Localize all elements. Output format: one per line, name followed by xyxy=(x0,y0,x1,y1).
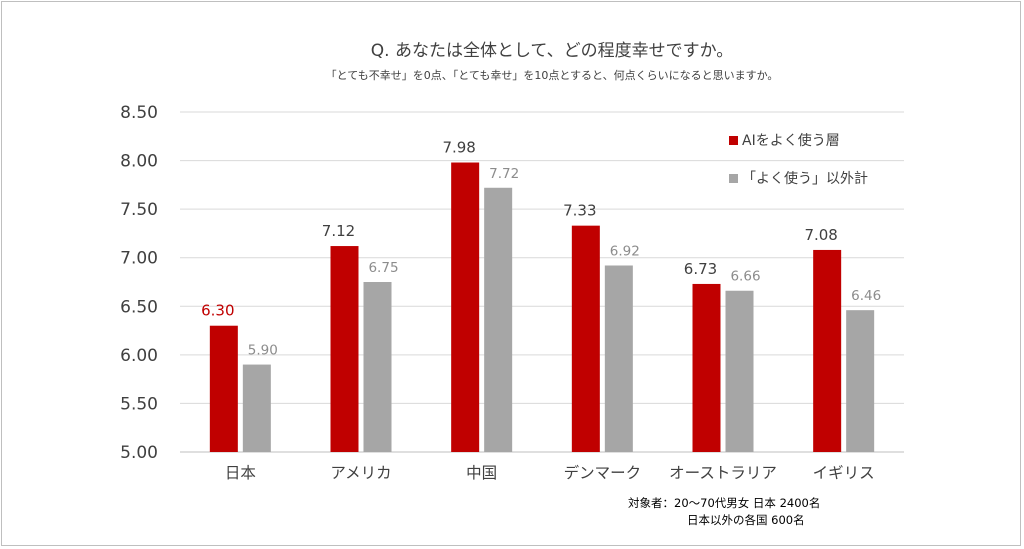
data-label: 6.73 xyxy=(684,260,717,278)
y-tick-label: 8.50 xyxy=(120,103,158,123)
y-tick-label: 6.00 xyxy=(120,346,158,366)
data-label: 7.12 xyxy=(322,222,355,240)
y-axis-labels: 5.00 5.50 6.00 6.50 7.00 7.50 8.00 8.50 xyxy=(120,103,158,463)
bar xyxy=(692,283,721,452)
bar xyxy=(451,162,480,452)
legend-swatch xyxy=(729,136,738,145)
data-label: 7.72 xyxy=(489,166,519,182)
x-tick-label: 日本 xyxy=(225,464,256,482)
gridlines xyxy=(180,111,904,453)
bar xyxy=(363,282,392,452)
bar xyxy=(571,225,600,452)
bar xyxy=(484,187,513,452)
legend-label: AIをよく使う層 xyxy=(742,132,840,149)
bar xyxy=(725,290,754,452)
legend: AIをよく使う層「よく使う」以外計 xyxy=(729,132,868,187)
x-axis-labels: 日本 アメリカ 中国 デンマーク オーストラリア イギリス xyxy=(225,463,875,482)
data-label: 6.30 xyxy=(201,302,234,320)
x-tick-label: アメリカ xyxy=(330,464,391,482)
x-tick-label: 中国 xyxy=(466,464,497,482)
bar xyxy=(330,246,359,452)
bar xyxy=(846,310,875,452)
data-label: 6.66 xyxy=(730,269,760,285)
data-label: 7.98 xyxy=(442,139,475,157)
y-tick-label: 8.00 xyxy=(120,152,158,172)
data-label: 6.92 xyxy=(610,243,640,259)
bar xyxy=(242,364,271,452)
legend-label: 「よく使う」以外計 xyxy=(742,170,868,187)
data-label: 7.33 xyxy=(563,202,596,220)
y-tick-label: 7.50 xyxy=(120,200,158,220)
bar xyxy=(604,265,633,452)
data-label: 6.46 xyxy=(851,288,881,304)
sample-note-line1: 対象者：20～70代男女 日本 2400名 xyxy=(628,496,821,510)
bars xyxy=(209,162,875,452)
x-tick-label: デンマーク xyxy=(564,463,642,482)
y-tick-label: 6.50 xyxy=(120,297,158,317)
data-label: 5.90 xyxy=(248,343,278,359)
y-tick-label: 5.50 xyxy=(120,394,158,414)
data-label: 7.08 xyxy=(804,226,837,244)
x-tick-label: イギリス xyxy=(813,464,875,482)
y-tick-label: 5.00 xyxy=(120,443,158,463)
bar xyxy=(813,249,842,452)
sample-note: 対象者：20～70代男女 日本 2400名 日本以外の各国 600名 xyxy=(628,495,820,529)
bar xyxy=(209,325,238,452)
chart-title: Q. あなたは全体として、どの程度幸せですか。 xyxy=(370,41,734,61)
data-labels: 6.30 5.90 7.12 6.75 7.98 7.72 7.33 6.92 6.73 6.66… xyxy=(201,139,881,359)
data-label: 6.75 xyxy=(368,260,398,276)
chart-subtitle: 「とても不幸せ」を0点、「とても幸せ」を10点とすると、何点くらいになると思いま… xyxy=(325,69,779,82)
sample-note-line2: 日本以外の各国 600名 xyxy=(687,513,805,527)
x-tick-label: オーストラリア xyxy=(669,464,777,482)
legend-swatch xyxy=(729,174,738,183)
y-tick-label: 7.00 xyxy=(120,249,158,269)
